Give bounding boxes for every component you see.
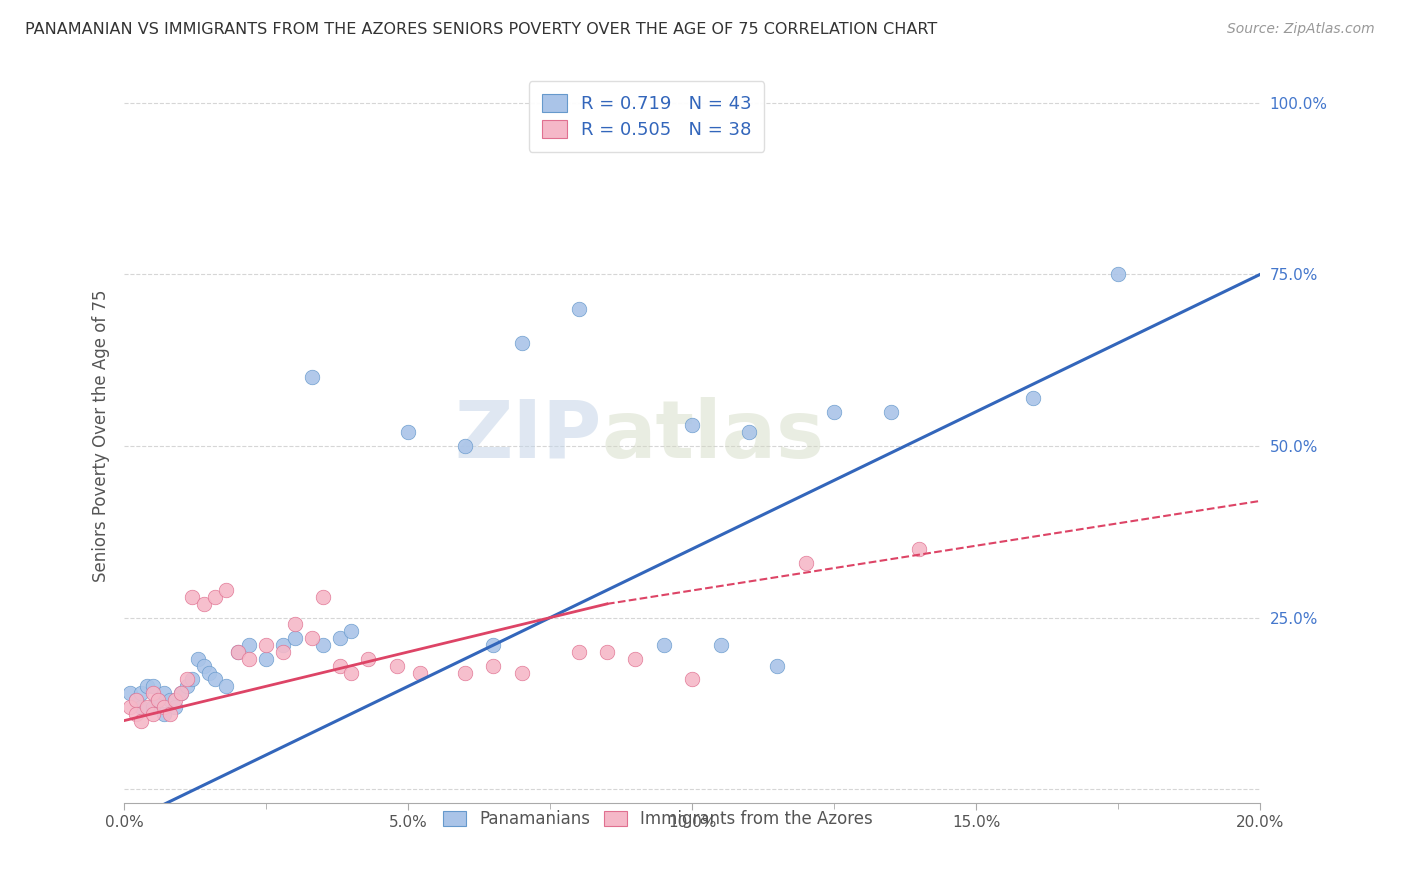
Point [198, 665, 221, 680]
Text: atlas: atlas [602, 397, 824, 475]
Point [254, 652, 277, 666]
Text: ZIP: ZIP [454, 397, 602, 475]
Point [181, 673, 204, 687]
Point [396, 425, 419, 440]
Point [159, 693, 181, 707]
Point [329, 631, 352, 645]
Point [652, 638, 675, 652]
Point [226, 645, 249, 659]
Point [176, 673, 198, 687]
Point [193, 597, 215, 611]
Point [153, 706, 176, 721]
Point [301, 631, 323, 645]
Point [880, 405, 903, 419]
Point [165, 693, 187, 707]
Point [176, 679, 198, 693]
Point [482, 658, 505, 673]
Point [254, 638, 277, 652]
Point [271, 638, 294, 652]
Point [118, 699, 141, 714]
Point [204, 673, 226, 687]
Text: PANAMANIAN VS IMMIGRANTS FROM THE AZORES SENIORS POVERTY OVER THE AGE OF 75 CORR: PANAMANIAN VS IMMIGRANTS FROM THE AZORES… [25, 22, 938, 37]
Point [159, 706, 181, 721]
Point [136, 679, 159, 693]
Point [766, 658, 789, 673]
Point [153, 686, 176, 700]
Point [454, 439, 477, 453]
Point [148, 693, 170, 707]
Point [301, 370, 323, 384]
Point [624, 652, 647, 666]
Point [1107, 268, 1129, 282]
Point [238, 652, 260, 666]
Point [129, 699, 152, 714]
Point [908, 541, 931, 556]
Point [142, 686, 165, 700]
Point [129, 686, 152, 700]
Point [312, 638, 335, 652]
Point [153, 699, 176, 714]
Point [215, 679, 238, 693]
Point [170, 686, 193, 700]
Point [129, 714, 152, 728]
Point [181, 590, 204, 604]
Point [709, 638, 731, 652]
Point [165, 699, 187, 714]
Point [482, 638, 505, 652]
Point [794, 556, 817, 570]
Point [329, 658, 352, 673]
Point [204, 590, 226, 604]
Point [118, 686, 141, 700]
Point [187, 652, 209, 666]
Point [567, 301, 589, 316]
Point [454, 665, 477, 680]
Y-axis label: Seniors Poverty Over the Age of 75: Seniors Poverty Over the Age of 75 [93, 290, 110, 582]
Point [408, 665, 430, 680]
Point [215, 583, 238, 598]
Point [136, 699, 159, 714]
Point [681, 418, 703, 433]
Point [142, 706, 165, 721]
Point [596, 645, 619, 659]
Legend: Panamanians, Immigrants from the Azores: Panamanians, Immigrants from the Azores [436, 804, 880, 835]
Point [142, 679, 165, 693]
Text: Source: ZipAtlas.com: Source: ZipAtlas.com [1227, 22, 1375, 37]
Point [271, 645, 294, 659]
Point [312, 590, 335, 604]
Point [124, 693, 146, 707]
Point [142, 699, 165, 714]
Point [148, 693, 170, 707]
Point [357, 652, 380, 666]
Point [738, 425, 761, 440]
Point [567, 645, 589, 659]
Point [226, 645, 249, 659]
Point [124, 693, 146, 707]
Point [340, 624, 363, 639]
Point [510, 336, 533, 351]
Point [823, 405, 845, 419]
Point [681, 673, 703, 687]
Point [284, 617, 307, 632]
Point [1022, 391, 1045, 405]
Point [193, 658, 215, 673]
Point [170, 686, 193, 700]
Point [385, 658, 408, 673]
Point [284, 631, 307, 645]
Point [124, 706, 146, 721]
Point [340, 665, 363, 680]
Point [510, 665, 533, 680]
Point [238, 638, 260, 652]
